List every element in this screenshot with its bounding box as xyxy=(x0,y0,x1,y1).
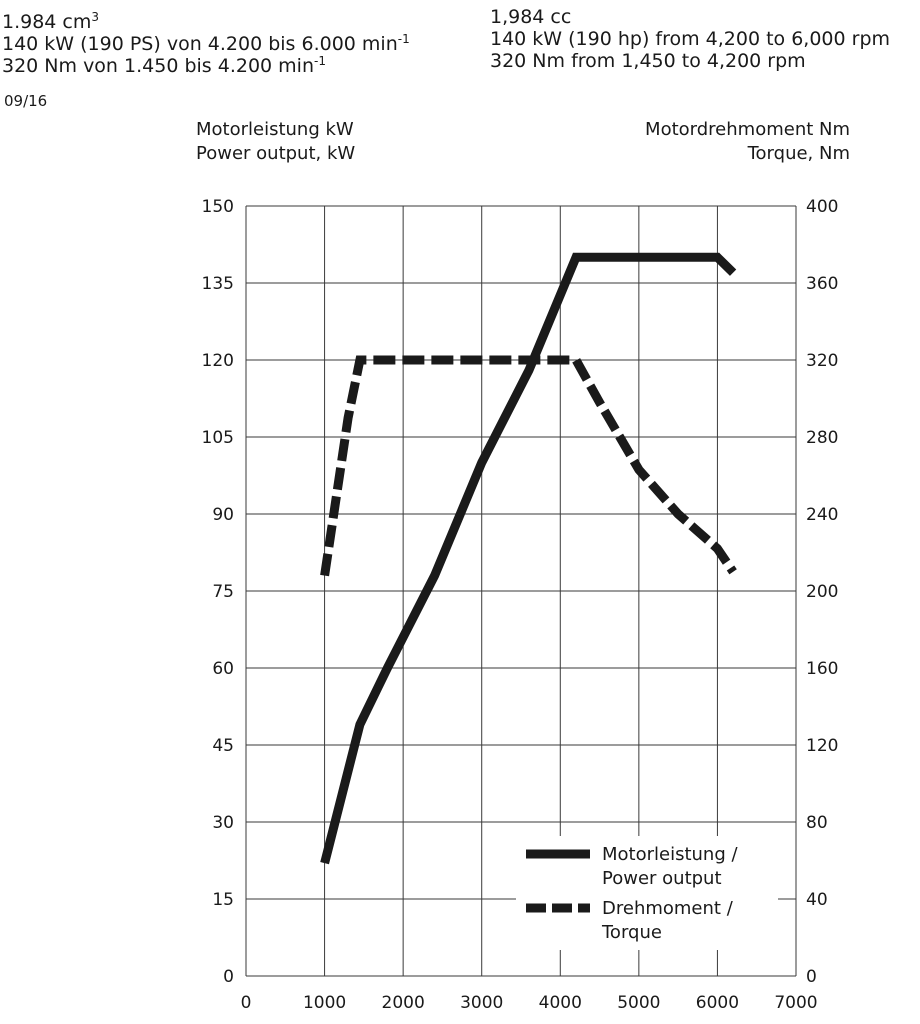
specs-german: 1.984 cm3 140 kW (190 PS) von 4.200 bis … xyxy=(2,6,410,77)
right-axis-title-en: Torque, Nm xyxy=(747,143,850,164)
left-tick-label: 120 xyxy=(202,351,234,371)
left-tick-labels: 0 15 30 45 60 75 90 105 120 135 150 xyxy=(202,197,234,987)
left-tick-label: 135 xyxy=(202,274,234,294)
right-tick-label: 80 xyxy=(806,813,828,833)
right-tick-label: 400 xyxy=(806,197,838,217)
legend-power-label-de: Motorleistung / xyxy=(602,844,738,865)
torque-spec-en: 320 Nm from 1,450 to 4,200 rpm xyxy=(490,50,806,72)
right-tick-label: 320 xyxy=(806,351,838,371)
specs-english: 1,984 cc 140 kW (190 hp) from 4,200 to 6… xyxy=(490,6,890,72)
power-line xyxy=(320,252,737,865)
right-axis-title: Motordrehmoment Nm Torque, Nm xyxy=(645,118,850,166)
x-tick-label: 5000 xyxy=(617,993,660,1013)
left-axis-title-en: Power output, kW xyxy=(196,143,356,164)
right-tick-label: 200 xyxy=(806,582,838,602)
right-tick-label: 160 xyxy=(806,659,838,679)
left-tick-label: 45 xyxy=(212,736,234,756)
left-tick-label: 30 xyxy=(212,813,234,833)
right-tick-label: 280 xyxy=(806,428,838,448)
power-spec-en: 140 kW (190 hp) from 4,200 to 6,000 rpm xyxy=(490,28,891,50)
displacement-de: 1.984 cm3 xyxy=(2,10,100,33)
torque-spec-de: 320 Nm von 1.450 bis 4.200 min-1 xyxy=(2,54,326,77)
x-tick-label: 6000 xyxy=(696,993,739,1013)
series-lines xyxy=(320,252,737,865)
left-tick-label: 75 xyxy=(212,582,234,602)
right-tick-label: 360 xyxy=(806,274,838,294)
right-tick-labels: 0 40 80 120 160 200 240 280 320 360 400 xyxy=(806,197,838,987)
x-tick-labels: 0 1000 2000 3000 4000 5000 6000 7000 xyxy=(241,993,818,1013)
left-tick-label: 15 xyxy=(212,890,234,910)
left-tick-label: 90 xyxy=(212,505,234,525)
legend: Motorleistung / Power output Drehmoment … xyxy=(516,836,778,950)
left-tick-label: 60 xyxy=(212,659,234,679)
right-axis-title-de: Motordrehmoment Nm xyxy=(645,119,850,140)
power-spec-de: 140 kW (190 PS) von 4.200 bis 6.000 min-… xyxy=(2,32,410,55)
legend-torque-label-de: Drehmoment / xyxy=(602,898,734,919)
right-tick-label: 40 xyxy=(806,890,828,910)
x-tick-label: 7000 xyxy=(774,993,817,1013)
right-tick-label: 120 xyxy=(806,736,838,756)
x-tick-label: 3000 xyxy=(460,993,503,1013)
left-tick-label: 105 xyxy=(202,428,234,448)
legend-power-label-en: Power output xyxy=(602,868,722,889)
date-code: 09/16 xyxy=(4,92,48,110)
right-tick-label: 240 xyxy=(806,505,838,525)
left-axis-title-de: Motorleistung kW xyxy=(196,119,354,140)
legend-torque-label-en: Torque xyxy=(601,922,662,943)
x-tick-label: 4000 xyxy=(539,993,582,1013)
left-axis-title: Motorleistung kW Power output, kW xyxy=(196,118,355,166)
x-tick-label: 0 xyxy=(241,993,252,1013)
left-tick-label: 150 xyxy=(202,197,234,217)
left-tick-label: 0 xyxy=(223,967,234,987)
x-tick-label: 1000 xyxy=(303,993,346,1013)
displacement-en: 1,984 cc xyxy=(490,6,572,28)
torque-line xyxy=(320,355,737,577)
x-tick-label: 2000 xyxy=(382,993,425,1013)
right-tick-label: 0 xyxy=(806,967,817,987)
